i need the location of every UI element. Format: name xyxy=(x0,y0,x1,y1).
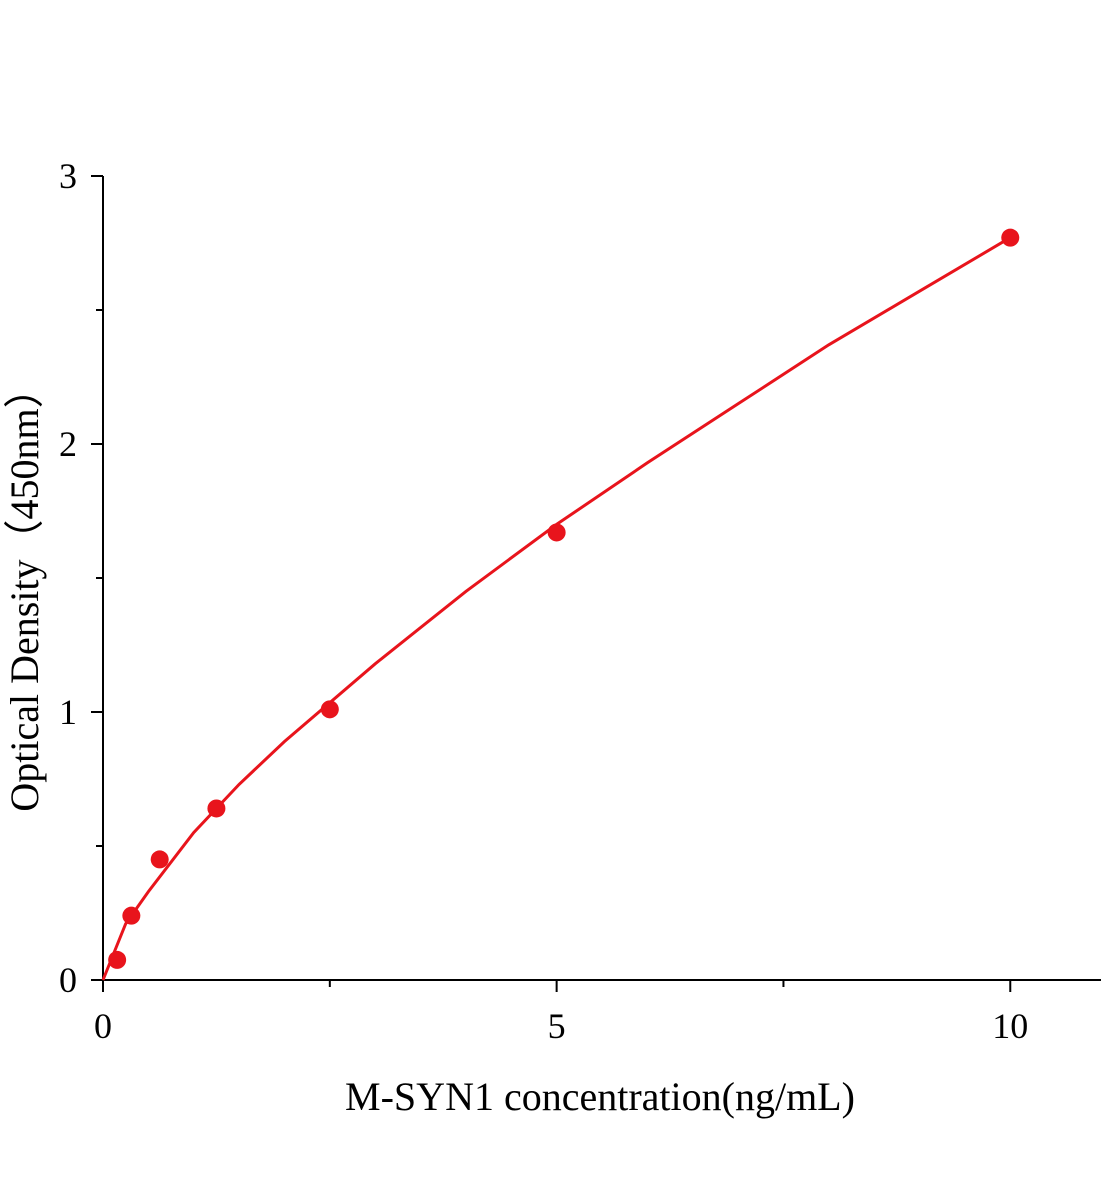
x-axis-label: M-SYN1 concentration(ng/mL) xyxy=(345,1074,855,1119)
data-point xyxy=(547,523,566,542)
y-tick-label: 3 xyxy=(59,156,77,196)
x-tick-label: 5 xyxy=(548,1006,566,1046)
y-axis-label: Optical Density（450nm） xyxy=(2,368,47,811)
y-tick-label: 0 xyxy=(59,960,77,1000)
x-tick-label: 0 xyxy=(94,1006,112,1046)
x-tick-label: 10 xyxy=(992,1006,1028,1046)
data-point xyxy=(320,700,339,719)
data-point xyxy=(122,906,141,925)
data-point xyxy=(150,850,169,869)
data-point xyxy=(108,950,127,969)
data-point xyxy=(207,799,226,818)
fit-curve xyxy=(101,236,1012,981)
data-point xyxy=(1001,228,1020,247)
y-tick-label: 1 xyxy=(59,692,77,732)
y-tick-label: 2 xyxy=(59,424,77,464)
